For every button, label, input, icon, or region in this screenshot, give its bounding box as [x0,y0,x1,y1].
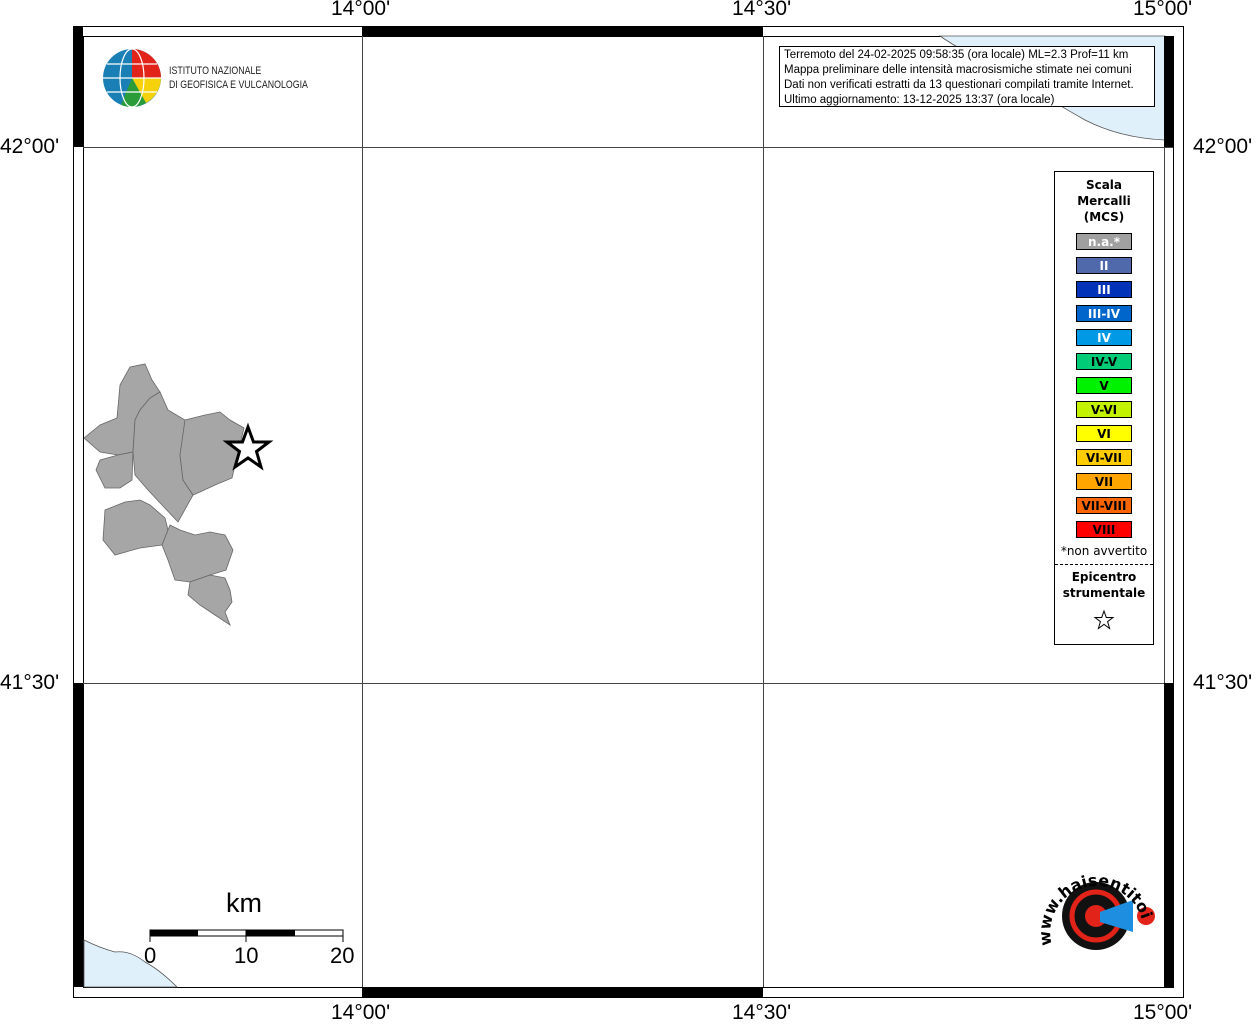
legend-swatch-vi: VI [1076,425,1132,442]
lat-tick-left: 41°30' [0,671,60,694]
scale-label: 20 [330,943,355,968]
scale-label: 0 [144,943,157,968]
lon-tick-bottom: 14°30' [732,1001,792,1024]
legend-title: Scala [1085,178,1123,192]
info-line: Ultimo aggiornamento: 13-12-2025 13:37 (… [784,94,1055,106]
scale-unit: km [226,888,262,918]
legend-swatch-v: V [1076,377,1132,394]
epicenter-label: strumentale [1062,586,1146,600]
logo-line2: DI GEOFISICA E VULCANOLOGIA [169,79,308,91]
epicenter-label: Epicentro [1071,570,1137,584]
lon-tick-top: 14°00' [331,0,391,20]
event-info-box: Terremoto del 24-02-2025 09:58:35 (ora l… [779,46,1155,107]
legend-swatch-viii: VIII [1076,521,1132,538]
lat-tick-left: 42°00' [0,135,60,158]
legend-note: *non avvertito [1060,544,1148,558]
lat-tick-right: 41°30' [1193,671,1253,694]
info-line: Dati non verificati estratti da 13 quest… [784,79,1134,91]
legend-swatch-vi-vii: VI-VII [1076,449,1132,466]
legend-title: (MCS) [1083,210,1125,224]
scale-label: 10 [234,943,259,968]
legend-swatch-ii: II [1076,257,1132,274]
epicenter-star-icon [222,422,274,471]
municipality [187,574,233,627]
legend: Scala Mercalli (MCS) n.a.* II III III-IV IV I… [1054,171,1154,645]
sea-bottom-left [83,939,178,988]
legend-swatch-iii: III [1076,281,1132,298]
lat-tick-right: 42°00' [1193,135,1253,158]
scale-bar [149,929,344,942]
municipalities [83,363,245,627]
legend-swatch-iv-v: IV-V [1076,353,1132,370]
legend-swatch-n-a-: n.a.* [1076,233,1132,250]
info-line: Mappa preliminare delle intensità macros… [784,64,1132,76]
municipality [179,411,245,496]
lon-tick-bottom: 14°00' [331,1001,391,1024]
legend-divider [1055,564,1153,565]
lon-tick-top: 14°30' [732,0,792,20]
legend-swatch-iv: IV [1076,329,1132,346]
info-line: Terremoto del 24-02-2025 09:58:35 (ora l… [784,49,1129,61]
legend-title: Mercalli [1077,194,1131,208]
haisentito-logo: www.haisentitoilterremoto.it [1030,850,1156,950]
legend-swatch-iii-iv: III-IV [1076,305,1132,322]
legend-swatch-v-vi: V-VI [1076,401,1132,418]
lon-tick-top: 15°00' [1133,0,1193,20]
municipality [161,524,234,583]
municipality [95,451,134,489]
globe-icon [103,48,161,108]
logo-line1: ISTITUTO NAZIONALE [169,65,262,77]
ingv-logo: ISTITUTO NAZIONALE DI GEOFISICA E VULCAN… [101,47,343,109]
lon-tick-bottom: 15°00' [1133,1001,1193,1024]
legend-swatch-vii: VII [1076,473,1132,490]
legend-swatch-vii-viii: VII-VIII [1076,497,1132,514]
star-icon [1093,609,1115,630]
